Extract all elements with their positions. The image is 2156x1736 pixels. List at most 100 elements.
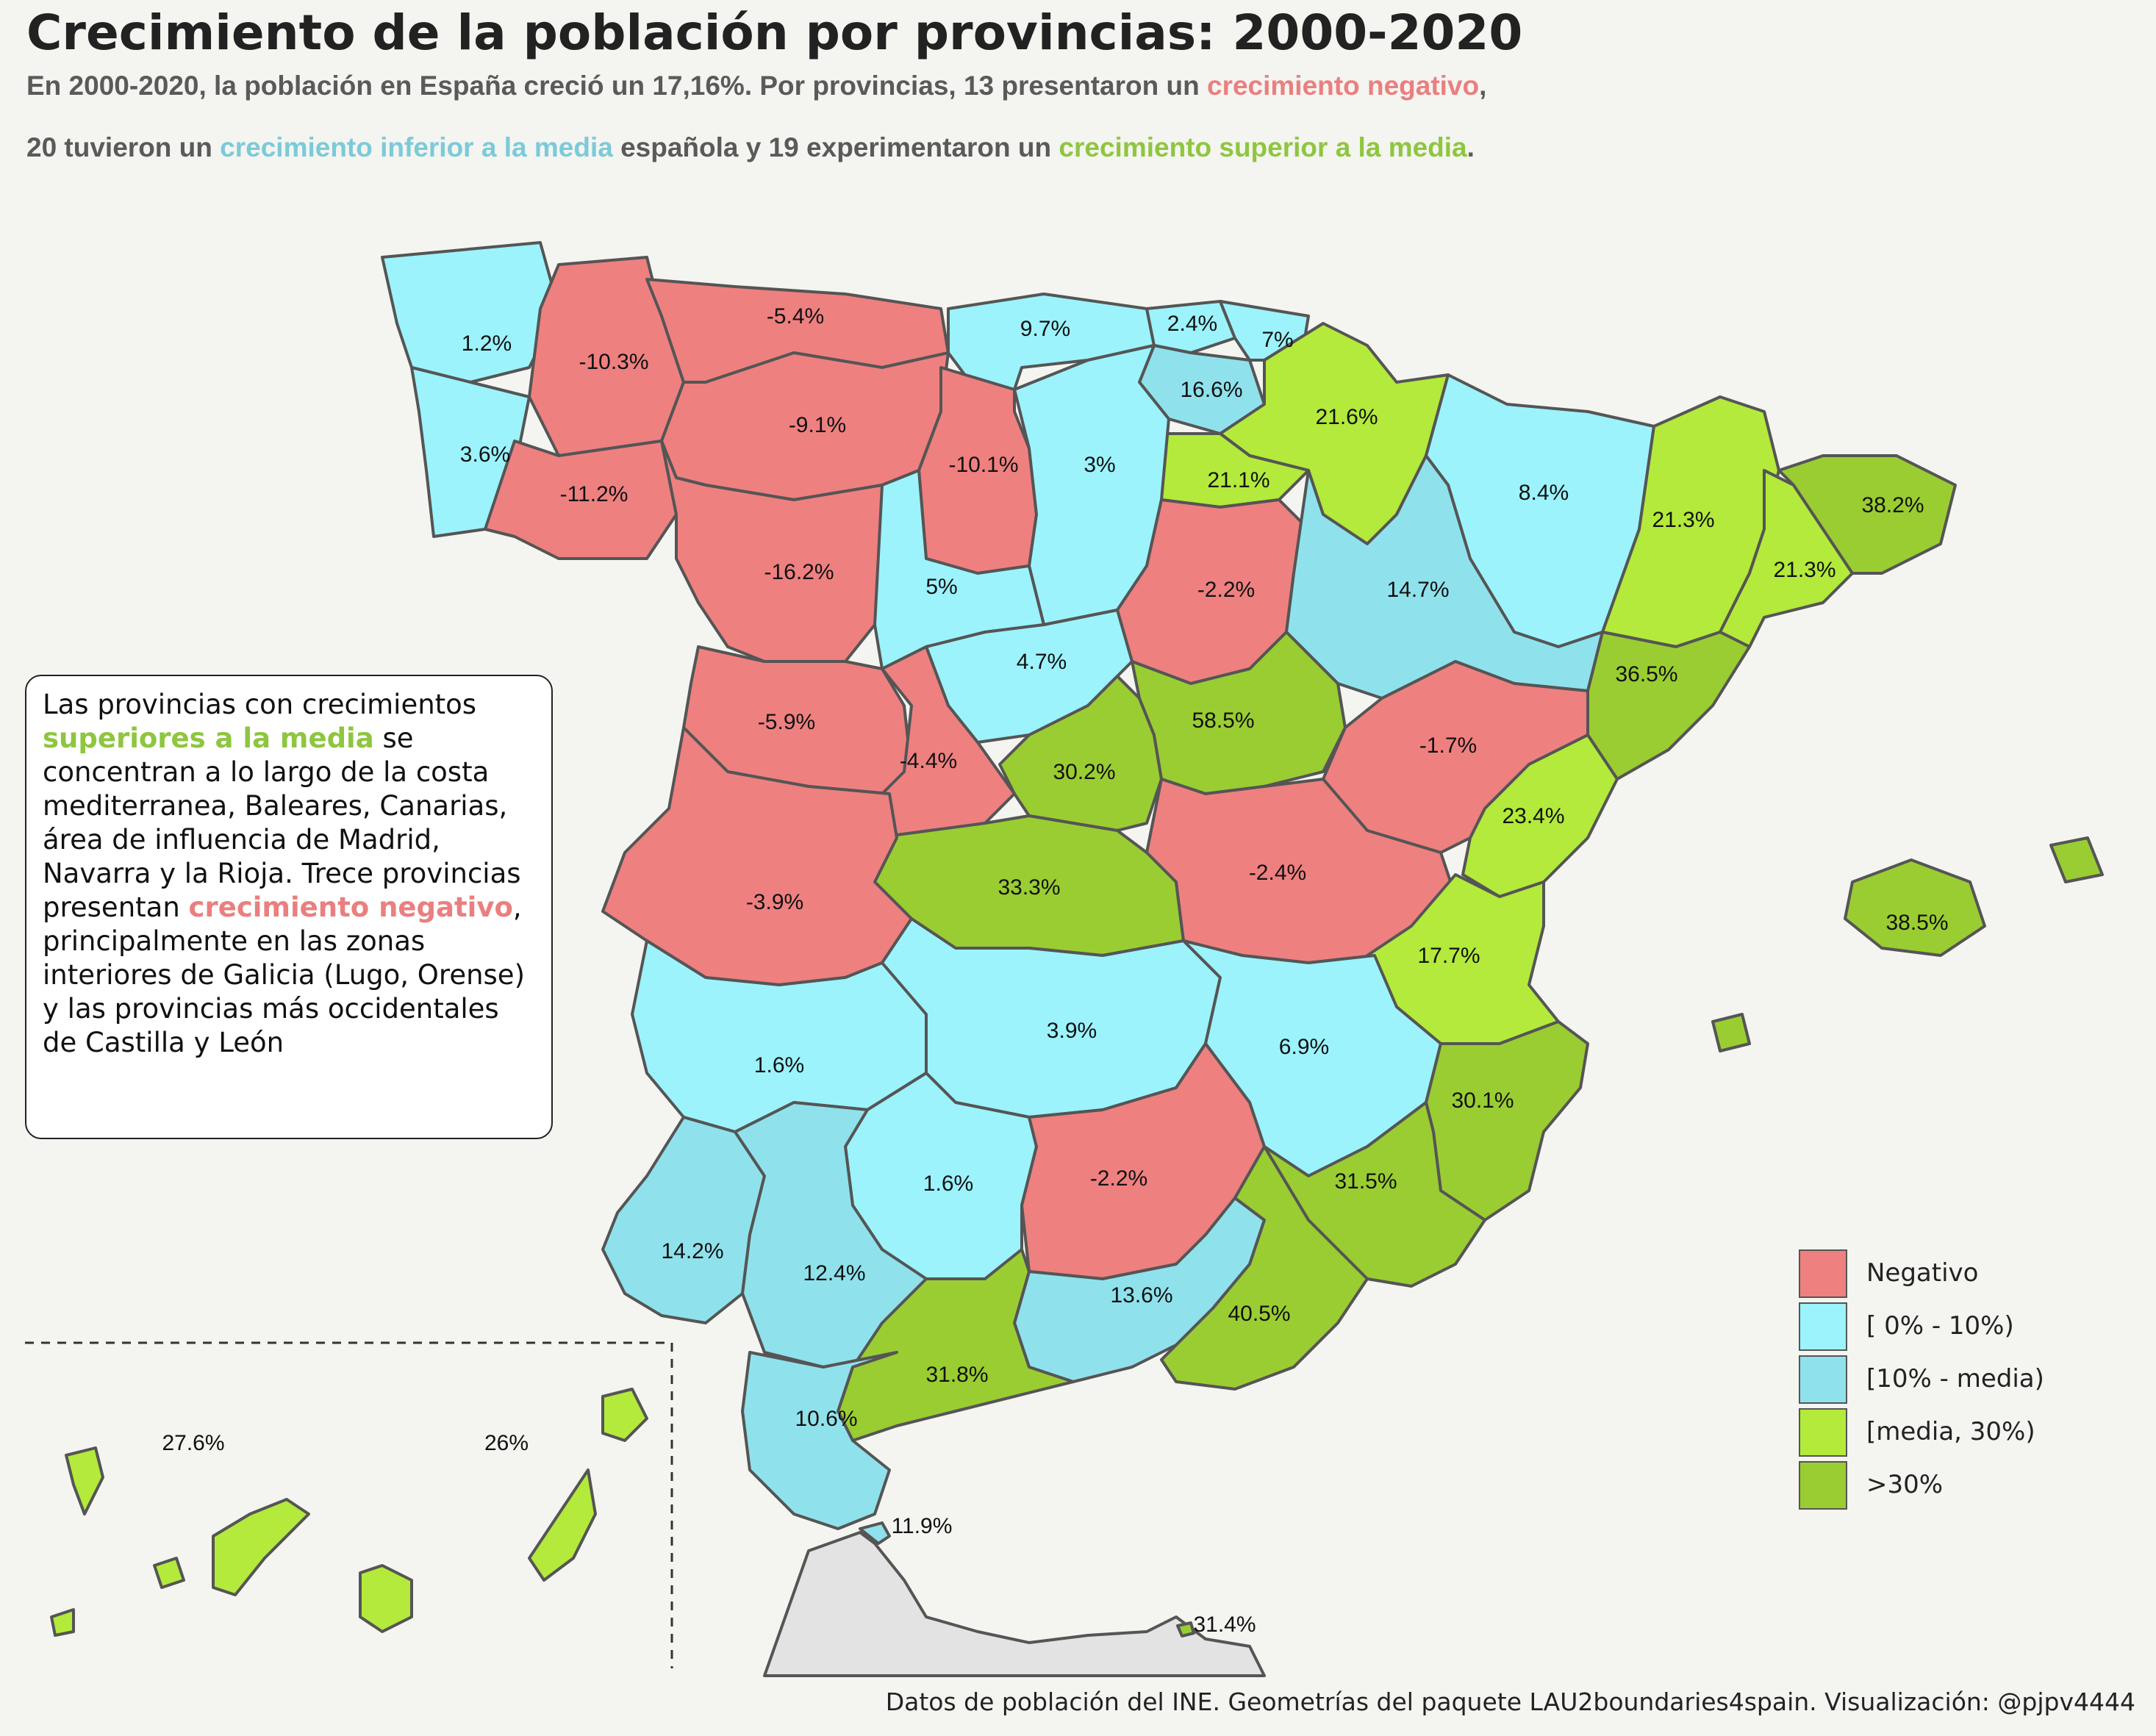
legend-swatch [1799, 1408, 1847, 1457]
province-value-huesca: 8.4% [1519, 481, 1569, 505]
province-value-melilla: 31.4% [1193, 1613, 1256, 1637]
province-value-cantabria: 9.7% [1020, 317, 1070, 341]
province-value-segovia: 4.7% [1017, 650, 1067, 674]
subtitle-negative: crecimiento negativo [1207, 71, 1480, 101]
province-value-girona: 38.2% [1861, 493, 1924, 517]
province-cadiz [741, 1351, 898, 1530]
province-value-teruel: -1.7% [1419, 734, 1477, 758]
province-value-barcelona: 21.3% [1773, 558, 1836, 582]
note-highlight-above: superiores a la media [43, 722, 374, 754]
province-value-lleida: 21.3% [1652, 508, 1714, 532]
province-value-jaen: -2.2% [1090, 1166, 1147, 1191]
subtitle-above-mean: crecimiento superior a la media [1059, 132, 1467, 162]
province-huelva [601, 1116, 766, 1324]
subtitle-line-1: En 2000-2020, la población en España cre… [26, 71, 1486, 101]
province-value-araba-alava: 16.6% [1180, 378, 1242, 402]
province-value-avila: -4.4% [900, 749, 957, 773]
province-value-zaragoza: 14.7% [1386, 578, 1449, 602]
source-footer: Datos de población del INE. Geometrías d… [885, 1687, 2135, 1716]
province-value-cuenca: -2.4% [1249, 861, 1306, 885]
province-value-gipuzkoa: 7% [1261, 328, 1293, 352]
province-value-soria: -2.2% [1197, 578, 1255, 602]
province-value-alicante: 30.1% [1451, 1088, 1514, 1113]
province-madrid [998, 675, 1163, 832]
province-value-granada: 13.6% [1110, 1283, 1172, 1308]
map-title: Crecimiento de la población por provinci… [26, 4, 1523, 61]
legend-label: [10% - media) [1866, 1364, 2044, 1394]
province-tarragona [1586, 631, 1751, 781]
province-bizkaia [1145, 300, 1236, 354]
legend-swatch [1799, 1249, 1847, 1298]
province-value-tarragona: 36.5% [1615, 662, 1677, 686]
legend-label: [ 0% - 10%) [1866, 1311, 2014, 1341]
province-value-lugo: -10.3% [579, 350, 648, 374]
province-value-pontevedra: 3.6% [460, 442, 510, 467]
province-value-malaga: 31.8% [925, 1363, 988, 1387]
subtitle-text: En 2000-2020, la población en España cre… [26, 71, 1207, 101]
province-value-valladolid: 5% [925, 575, 957, 599]
province-value-caceres: -3.9% [746, 890, 803, 914]
province-value-guadalajara: 58.5% [1192, 709, 1254, 733]
province-ceuta [859, 1521, 891, 1545]
subtitle-line-2: 20 tuvieron un crecimiento inferior a la… [26, 132, 1475, 163]
province-value-ceuta: 11.9% [892, 1514, 953, 1538]
province-santa-cruz-de-tenerife [50, 1446, 310, 1637]
north-africa-landmass [763, 1531, 1266, 1677]
province-value-albacete: 6.9% [1279, 1035, 1329, 1059]
province-value-toledo: 33.3% [998, 875, 1060, 900]
province-zamora [660, 440, 884, 663]
province-almeria [1160, 1145, 1369, 1391]
annotation-box: Las provincias con crecimientos superior… [25, 675, 553, 1139]
province-value-zamora: -16.2% [764, 560, 834, 584]
province-value-bizkaia: 2.4% [1167, 312, 1217, 336]
province-value-la-rioja: 21.1% [1207, 468, 1269, 492]
subtitle-text: española y 19 experimentaron un [612, 132, 1059, 162]
province-value-salamanca: -5.9% [758, 710, 815, 734]
province-value-madrid: 30.2% [1053, 760, 1115, 784]
province-value-burgos: 3% [1084, 453, 1115, 477]
legend-label: [media, 30%) [1866, 1417, 2035, 1446]
province-alicante [1425, 1020, 1589, 1222]
province-value-las-palmas: 26% [484, 1431, 529, 1455]
province-a-coruna [381, 241, 560, 384]
province-value-castellon: 23.4% [1502, 804, 1564, 828]
province-illes-balears [1711, 836, 2104, 1052]
note-text: Las provincias con crecimientos [43, 689, 477, 720]
province-value-huelva: 14.2% [661, 1239, 723, 1263]
province-value-valencia: 17.7% [1417, 944, 1480, 968]
province-melilla [1176, 1621, 1195, 1638]
note-text: , principalmente en las zonas interiores… [43, 892, 526, 1058]
province-value-murcia: 31.5% [1334, 1169, 1397, 1194]
subtitle-text: . [1466, 132, 1475, 162]
legend-swatch [1799, 1355, 1847, 1404]
subtitle-below-mean: crecimiento inferior a la media [220, 132, 613, 162]
province-value-badajoz: 1.6% [754, 1053, 804, 1077]
province-value-santa-cruz-de-tenerife: 27.6% [162, 1431, 224, 1455]
province-girona [1777, 454, 1957, 575]
canary-islands-inset-frame [25, 1341, 673, 1668]
legend-label: >30% [1866, 1470, 1944, 1499]
province-cantabria [947, 293, 1156, 391]
province-las-palmas [359, 1388, 648, 1633]
legend-label: Negativo [1866, 1258, 1979, 1288]
note-text: se concentran a lo largo de la costa med… [43, 722, 521, 923]
note-highlight-negative: crecimiento negativo [188, 892, 513, 923]
province-value-cadiz: 10.6% [795, 1407, 857, 1431]
province-value-illes-balears: 38.5% [1885, 911, 1948, 935]
province-value-cordoba: 1.6% [923, 1172, 973, 1196]
subtitle-text: , [1479, 71, 1487, 101]
province-value-navarra: 21.6% [1315, 405, 1378, 429]
province-value-ciudad-real: 3.9% [1047, 1019, 1097, 1043]
province-value-asturias: -5.4% [767, 304, 824, 329]
province-value-sevilla: 12.4% [803, 1261, 865, 1285]
province-ourense [484, 440, 678, 560]
subtitle-text: 20 tuvieron un [26, 132, 221, 162]
province-value-leon: -9.1% [789, 413, 846, 437]
legend-swatch [1799, 1461, 1847, 1510]
province-value-palencia: -10.1% [948, 453, 1018, 477]
province-value-almeria: 40.5% [1228, 1302, 1290, 1326]
legend-swatch [1799, 1302, 1847, 1351]
province-value-a-coruna: 1.2% [462, 331, 512, 356]
province-guadalajara [1131, 631, 1347, 795]
